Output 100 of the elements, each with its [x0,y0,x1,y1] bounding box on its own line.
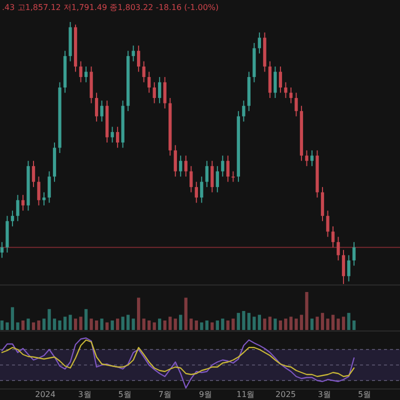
candlestick [221,155,224,178]
bar [242,311,246,330]
candlestick [84,66,88,83]
candlestick [132,45,135,62]
candlestick [16,194,20,222]
candlestick [342,249,346,284]
candlestick [210,160,214,193]
bar [26,318,30,330]
bar [152,322,156,330]
x-tick-label: 3월 [318,390,332,399]
bar [116,318,120,330]
candlestick [37,176,40,206]
candlestick [320,186,324,222]
x-tick-label: 3월 [78,390,92,399]
bar [331,314,335,330]
candlestick [48,170,51,204]
bar [137,298,140,330]
candlestick [216,166,219,193]
x-tick-label: 2025 [276,390,296,399]
candlestick [284,82,288,98]
bar [142,318,146,330]
candlestick [289,87,293,104]
candlestick [258,32,262,54]
candlestick [331,226,335,248]
candlestick [200,176,204,204]
candlestick [148,71,151,94]
bar [289,316,293,330]
bar [174,318,177,330]
candlestick [32,160,36,188]
bar [110,320,114,330]
bar [10,307,14,330]
bar [305,292,308,330]
candlestick [163,76,166,109]
bar [294,318,298,330]
bar [94,320,98,330]
candlestick [194,181,198,204]
bar [163,320,166,330]
bar [268,316,272,330]
candlestick [347,254,350,282]
candlestick [310,150,314,167]
bar [90,318,93,330]
bar [148,320,151,330]
candlestick [79,60,82,83]
bar [63,316,67,330]
bar [316,316,319,330]
bar [278,320,282,330]
candlestick [205,160,208,188]
bar [37,320,40,330]
x-tick-label: 11월 [236,390,255,399]
candlestick [158,76,162,104]
candlestick [10,210,14,227]
bar [190,318,193,330]
bar [68,314,72,330]
bar [58,320,62,330]
candlestick [305,150,308,167]
candlestick [190,166,193,193]
text: .43 고1,857.12 저1,791.49 종1,803.22 -18.16 (-1.00%) [2,3,219,12]
candlestick [232,170,235,182]
bar [168,316,172,330]
candlestick [274,66,277,98]
candlestick [152,82,156,104]
bar [32,322,36,330]
bar [48,309,51,330]
bar [74,318,78,330]
x-tick-label: 5월 [118,390,132,399]
bar [320,312,324,330]
bar [158,318,162,330]
bar [221,318,224,330]
bar [52,318,56,330]
candlestick [42,192,46,206]
candlestick [21,194,25,212]
bar [216,320,219,330]
candlestick [294,92,298,117]
candlestick [94,92,98,122]
bar [226,320,230,330]
bar [336,318,340,330]
x-tick-label: 5월 [358,390,372,399]
bar [236,312,240,330]
candlestick [278,66,282,94]
bar [100,318,104,330]
x-tick-label: 9월 [199,390,212,399]
bar [42,318,46,330]
bar [6,322,9,330]
bar [326,318,330,330]
x-tick-label: 2024 [35,390,56,399]
bar [252,316,256,330]
bar [347,312,350,330]
candlestick [142,60,146,83]
bar [105,322,109,330]
candlestick [326,210,330,238]
bar [126,314,130,330]
candlestick [174,144,177,178]
candlestick [179,155,182,178]
bar [205,320,208,330]
candlestick [116,126,120,148]
candlestick [184,155,188,178]
candlestick [110,126,114,144]
bar [121,316,124,330]
bar [79,316,82,330]
bar [0,320,4,330]
